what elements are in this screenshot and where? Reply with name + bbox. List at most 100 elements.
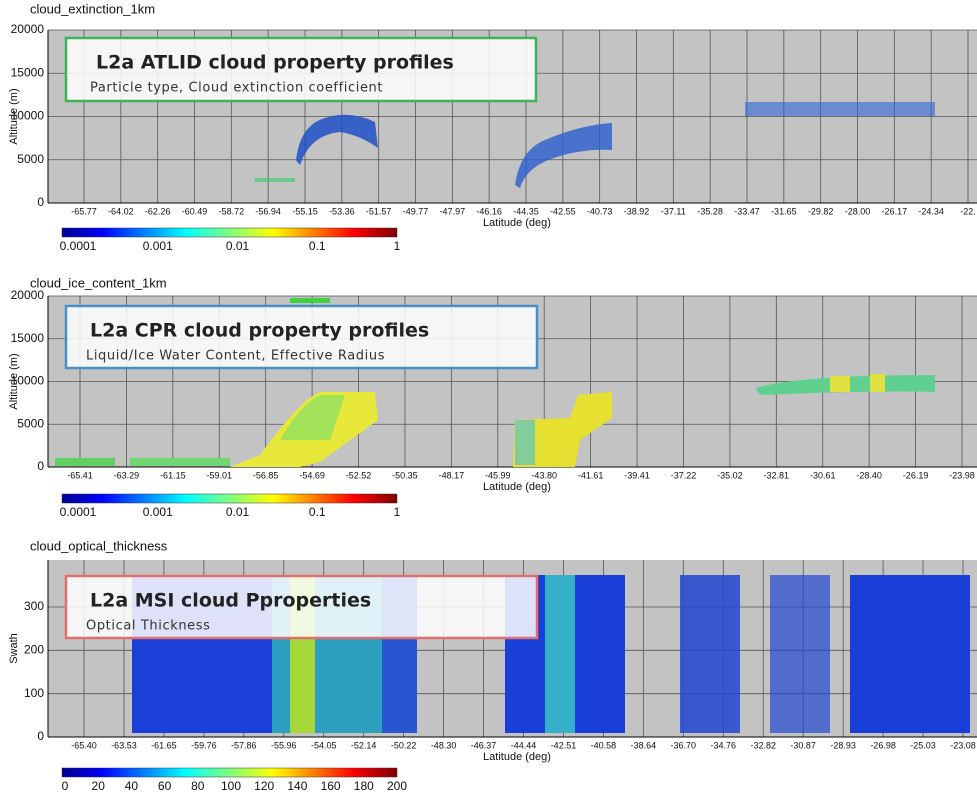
colorbar (62, 228, 397, 237)
x-tick-label: -42.51 (551, 740, 577, 750)
x-axis-label: Latitude (deg) (483, 481, 551, 493)
x-tick-label: -40.73 (587, 206, 613, 216)
x-tick-label: -59.01 (206, 470, 232, 480)
x-tick-label: -56.94 (255, 206, 281, 216)
y-tick-label: 0 (37, 195, 44, 209)
x-tick-label: -24.34 (918, 206, 944, 216)
cloud-feature (770, 575, 830, 733)
x-tick-label: -53.36 (329, 206, 355, 216)
x-tick-label: -52.52 (346, 470, 372, 480)
page: cloud_extinction_1km 20000 15000 100 0 0 5000 0… (0, 0, 977, 791)
x-tick-label: -65.77 (71, 206, 97, 216)
x-tick-label: -50.22 (391, 740, 417, 750)
colorbar-tick-label: 0.001 (143, 505, 173, 519)
x-tick-label: -33.47 (734, 206, 760, 216)
x-axis-label: Latitude (deg) (483, 217, 551, 229)
cloud-feature (545, 575, 575, 733)
x-tick-label: -31.65 (771, 206, 797, 216)
y-tick-label: 200 (24, 643, 44, 657)
x-tick-label: -62.26 (145, 206, 171, 216)
colorbar (62, 494, 397, 503)
x-tick-label: -55.96 (271, 740, 297, 750)
cloud-feature (850, 575, 970, 733)
colorbar-tick-label: 0 (62, 779, 69, 791)
colorbar-tick-label: 20 (92, 779, 106, 791)
panel-title: cloud_extinction_1km (30, 1, 155, 16)
panel-title: cloud_ice_content_1km (30, 275, 167, 290)
x-tick-label: -38.92 (624, 206, 650, 216)
box-subtitle: Particle type, Cloud extinction coeffici… (90, 81, 383, 96)
x-tick-label: -57.86 (231, 740, 257, 750)
x-tick-label: -26.17 (882, 206, 908, 216)
x-tick-label: -39.41 (624, 470, 650, 480)
x-tick-label: -43.80 (531, 470, 557, 480)
panel-title: cloud_optical_thickness (30, 538, 168, 553)
colorbar-tick-label: 0.01 (226, 239, 250, 253)
x-tick-label: -47.97 (440, 206, 466, 216)
colorbar-tick-label: 0.1 (309, 239, 326, 253)
x-tick-label: -36.70 (671, 740, 697, 750)
cloud-feature (870, 374, 885, 392)
cloud-feature (130, 458, 230, 466)
x-tick-label: -59.76 (191, 740, 217, 750)
colorbar-tick-label: 40 (125, 779, 139, 791)
y-tick-label: 100 (24, 686, 44, 700)
x-tick-label: -28.00 (845, 206, 871, 216)
box-title: L2a ATLID cloud property profiles (96, 52, 454, 74)
box-title: L2a MSI cloud Pproperties (90, 590, 371, 612)
x-tick-label: -64.02 (108, 206, 134, 216)
colorbar-tick-label: 60 (158, 779, 172, 791)
x-tick-label: -44.35 (513, 206, 539, 216)
x-tick-label: -35.28 (697, 206, 723, 216)
colorbar-tick-label: 0.1 (309, 505, 326, 519)
cloud-feature (830, 376, 850, 392)
colorbar-tick-label: 80 (191, 779, 205, 791)
y-tick-label: 0 (37, 459, 44, 473)
x-tick-label: -65.41 (67, 470, 93, 480)
x-tick-label: -30.61 (810, 470, 836, 480)
cloud-feature (255, 178, 295, 182)
x-tick-label: -46.16 (476, 206, 502, 216)
x-tick-label: -44.44 (511, 740, 537, 750)
x-tick-label: -37.11 (661, 206, 686, 216)
x-tick-label: -22. (960, 206, 976, 216)
colorbar-tick-label: 0.0001 (60, 239, 97, 253)
x-tick-label: -54.69 (299, 470, 325, 480)
colorbar-tick-label: 0.0001 (60, 505, 97, 519)
y-tick-label: 5000 (17, 152, 44, 166)
colorbar-tick-label: 1 (394, 239, 401, 253)
x-tick-label: -55.15 (292, 206, 318, 216)
cloud-feature (680, 575, 740, 733)
x-tick-label: -37.22 (671, 470, 697, 480)
x-tick-label: -23.98 (949, 470, 975, 480)
x-tick-label: -52.14 (351, 740, 377, 750)
x-tick-label: -42.55 (550, 206, 576, 216)
x-tick-label: -48.17 (439, 470, 465, 480)
x-tick-label: -32.81 (764, 470, 790, 480)
colorbar-tick-label: 200 (387, 779, 407, 791)
y-tick-label: 20000 (11, 288, 45, 302)
box-title: L2a CPR cloud property profiles (90, 320, 429, 342)
x-tick-label: -61.15 (160, 470, 186, 480)
x-tick-label: -26.98 (870, 740, 896, 750)
y-tick-label: 20000 (11, 22, 45, 36)
x-tick-label: -63.53 (111, 740, 137, 750)
box-subtitle: Optical Thickness (86, 619, 211, 634)
x-tick-label: -29.82 (808, 206, 834, 216)
colorbar-tick-label: 0.01 (226, 505, 250, 519)
x-tick-label: -38.64 (631, 740, 657, 750)
x-tick-label: -35.02 (717, 470, 743, 480)
y-tick-label: 15000 (11, 331, 45, 345)
colorbar-tick-label: 100 (221, 779, 241, 791)
x-tick-label: -61.65 (151, 740, 177, 750)
colorbar (62, 768, 397, 777)
x-tick-label: -51.57 (366, 206, 392, 216)
x-tick-label: -41.61 (578, 470, 604, 480)
y-tick-label: 300 (24, 599, 44, 613)
y-axis-label: Altitude (m) (8, 88, 20, 144)
x-tick-label: -46.37 (471, 740, 497, 750)
x-tick-label: -32.82 (750, 740, 776, 750)
x-tick-label: -23.08 (950, 740, 976, 750)
x-tick-label: -30.87 (790, 740, 816, 750)
cloud-feature (745, 102, 935, 116)
